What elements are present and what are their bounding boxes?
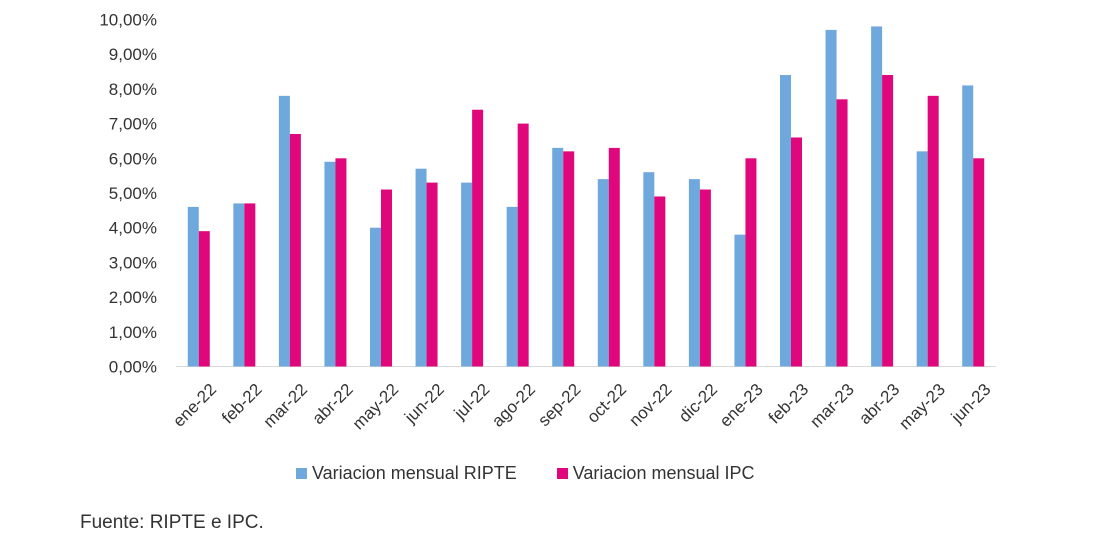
x-tick-label: ago-22 xyxy=(488,380,539,431)
bar-chart: 0,00% 1,00% 2,00% 3,00% 4,00% 5,00% 6,00% 7,00%… xyxy=(99,11,996,434)
bar-ripte xyxy=(552,147,564,367)
x-tick-label: ene-22 xyxy=(169,380,220,431)
bar-ipc xyxy=(882,75,894,367)
y-tick-label: 10,00% xyxy=(99,11,157,30)
bar-ripte xyxy=(506,206,518,367)
bar-ripte xyxy=(688,179,700,367)
bar-ipc xyxy=(973,158,985,367)
bar-ipc xyxy=(198,231,210,367)
bar-ipc xyxy=(563,151,575,367)
y-tick-label: 2,00% xyxy=(109,288,157,307)
bar-ripte xyxy=(780,75,791,367)
bar-ipc xyxy=(791,137,802,367)
legend-item-ripte: Variacion mensual RIPTE xyxy=(296,463,517,484)
y-tick-label: 0,00% xyxy=(109,358,157,377)
x-tick-label: mar-22 xyxy=(260,380,312,432)
bar-ipc xyxy=(699,189,711,367)
x-tick-label: may-23 xyxy=(895,380,949,434)
legend-label-ripte: Variacion mensual RIPTE xyxy=(312,463,517,483)
bar-ripte xyxy=(734,234,746,367)
x-tick-label: sep-22 xyxy=(534,380,584,430)
bar-ripte xyxy=(461,182,473,367)
legend-item-ipc: Variacion mensual IPC xyxy=(556,463,755,484)
bar-ripte xyxy=(597,179,609,367)
x-tick-label: oct-22 xyxy=(583,380,630,427)
y-tick-label: 4,00% xyxy=(109,219,157,238)
bar-ripte xyxy=(916,151,928,367)
bar-ripte xyxy=(233,203,245,367)
bar-ripte xyxy=(324,161,336,367)
bar-ipc xyxy=(335,158,347,367)
y-tick-label: 8,00% xyxy=(109,80,157,99)
x-tick-label: dic-22 xyxy=(675,380,721,426)
bar-ipc xyxy=(381,189,392,367)
bar-ipc xyxy=(745,158,757,367)
y-axis: 0,00% 1,00% 2,00% 3,00% 4,00% 5,00% 6,00% 7,00%… xyxy=(99,11,157,377)
y-tick-label: 3,00% xyxy=(109,253,157,272)
bar-ipc xyxy=(517,123,529,367)
x-tick-label: ene-23 xyxy=(716,380,767,431)
x-tick-label: feb-23 xyxy=(765,380,813,428)
bar-ripte xyxy=(415,168,427,367)
source-note: Fuente: RIPTE e IPC. xyxy=(80,512,264,533)
legend-swatch-ripte xyxy=(296,468,307,479)
bars xyxy=(187,26,985,367)
x-tick-label: jul-22 xyxy=(450,380,494,424)
bar-ipc xyxy=(927,95,939,367)
y-tick-label: 9,00% xyxy=(109,45,157,64)
bar-ipc xyxy=(426,182,438,367)
bar-ripte xyxy=(187,206,199,367)
x-tick-label: feb-22 xyxy=(218,380,266,428)
legend: Variacion mensual RIPTE Variacion mensua… xyxy=(296,463,795,484)
bar-ripte xyxy=(871,26,883,367)
legend-swatch-ipc xyxy=(556,468,568,479)
x-tick-label: nov-22 xyxy=(625,380,675,430)
y-tick-label: 1,00% xyxy=(109,323,157,342)
bar-ipc xyxy=(654,196,666,367)
bar-ripte xyxy=(370,227,381,367)
bar-ipc xyxy=(472,109,484,367)
bar-ripte xyxy=(825,29,837,367)
bar-ripte xyxy=(278,95,290,367)
x-tick-label: jun-22 xyxy=(400,380,448,428)
legend-label-ipc: Variacion mensual IPC xyxy=(572,463,755,483)
y-tick-label: 5,00% xyxy=(109,184,157,203)
x-tick-label: mar-23 xyxy=(806,380,858,432)
bar-ipc xyxy=(289,134,301,367)
bar-ipc xyxy=(244,203,256,367)
x-tick-label: may-22 xyxy=(349,380,403,434)
bar-ripte xyxy=(643,172,655,367)
bar-ipc xyxy=(608,147,620,367)
x-tick-label: jun-23 xyxy=(947,380,995,428)
bar-ipc xyxy=(836,99,848,367)
bar-ripte xyxy=(962,85,974,367)
y-tick-label: 6,00% xyxy=(109,149,157,168)
y-tick-label: 7,00% xyxy=(109,115,157,134)
